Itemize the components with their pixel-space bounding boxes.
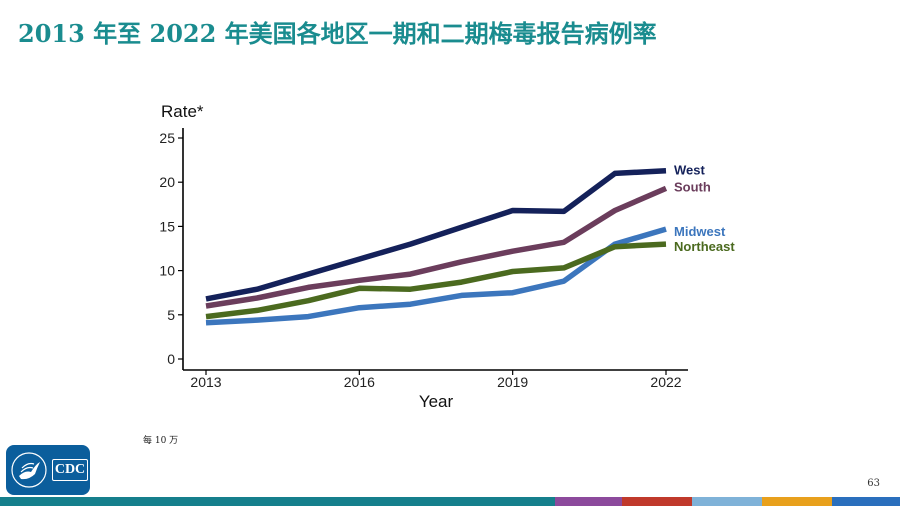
x-tick-label: 2013 xyxy=(190,374,221,390)
series-line-midwest xyxy=(205,226,667,326)
y-tick-label: 25 xyxy=(159,130,175,146)
x-tick-label: 2016 xyxy=(344,374,375,390)
color-bar-segment-orange xyxy=(762,497,832,506)
color-bar-segment-teal xyxy=(0,497,555,506)
slide-title: 2013 年至 2022 年美国各地区一期和二期梅毒报告病例率 xyxy=(18,19,657,48)
series-line-northeast xyxy=(205,241,667,320)
chart-footnote: 每 10 万 xyxy=(143,436,179,446)
series-label-west: West xyxy=(674,163,705,178)
cdc-logo-text: CDC xyxy=(52,459,88,481)
chart-series xyxy=(205,167,668,326)
chart-axes: 0 5 10 15 20 25 2013 2016 2019 2022 Rate* Year xyxy=(159,102,688,411)
page-number: 63 xyxy=(867,478,880,489)
series-label-northeast: Northeast xyxy=(674,239,735,254)
series-label-south: South xyxy=(674,179,711,194)
series-label-midwest: Midwest xyxy=(674,224,726,239)
y-tick-label: 20 xyxy=(159,174,175,190)
y-tick-label: 0 xyxy=(167,351,175,367)
color-bar-segment-lightblue xyxy=(692,497,762,506)
footer-color-bar xyxy=(0,497,900,506)
y-tick-label: 10 xyxy=(159,263,175,279)
y-axis-title: Rate* xyxy=(161,102,204,121)
series-line-west xyxy=(205,167,667,302)
hhs-eagle-icon xyxy=(11,452,47,488)
color-bar-segment-blue xyxy=(832,497,900,506)
color-bar-segment-purple xyxy=(555,497,622,506)
y-tick-label: 5 xyxy=(167,307,175,323)
x-tick-label: 2019 xyxy=(497,374,528,390)
series-line-south xyxy=(205,185,668,309)
y-tick-label: 15 xyxy=(159,218,175,234)
x-tick-label: 2022 xyxy=(650,374,681,390)
color-bar-segment-red xyxy=(622,497,692,506)
cdc-logo: CDC xyxy=(6,445,90,495)
x-axis-title: Year xyxy=(419,392,454,411)
